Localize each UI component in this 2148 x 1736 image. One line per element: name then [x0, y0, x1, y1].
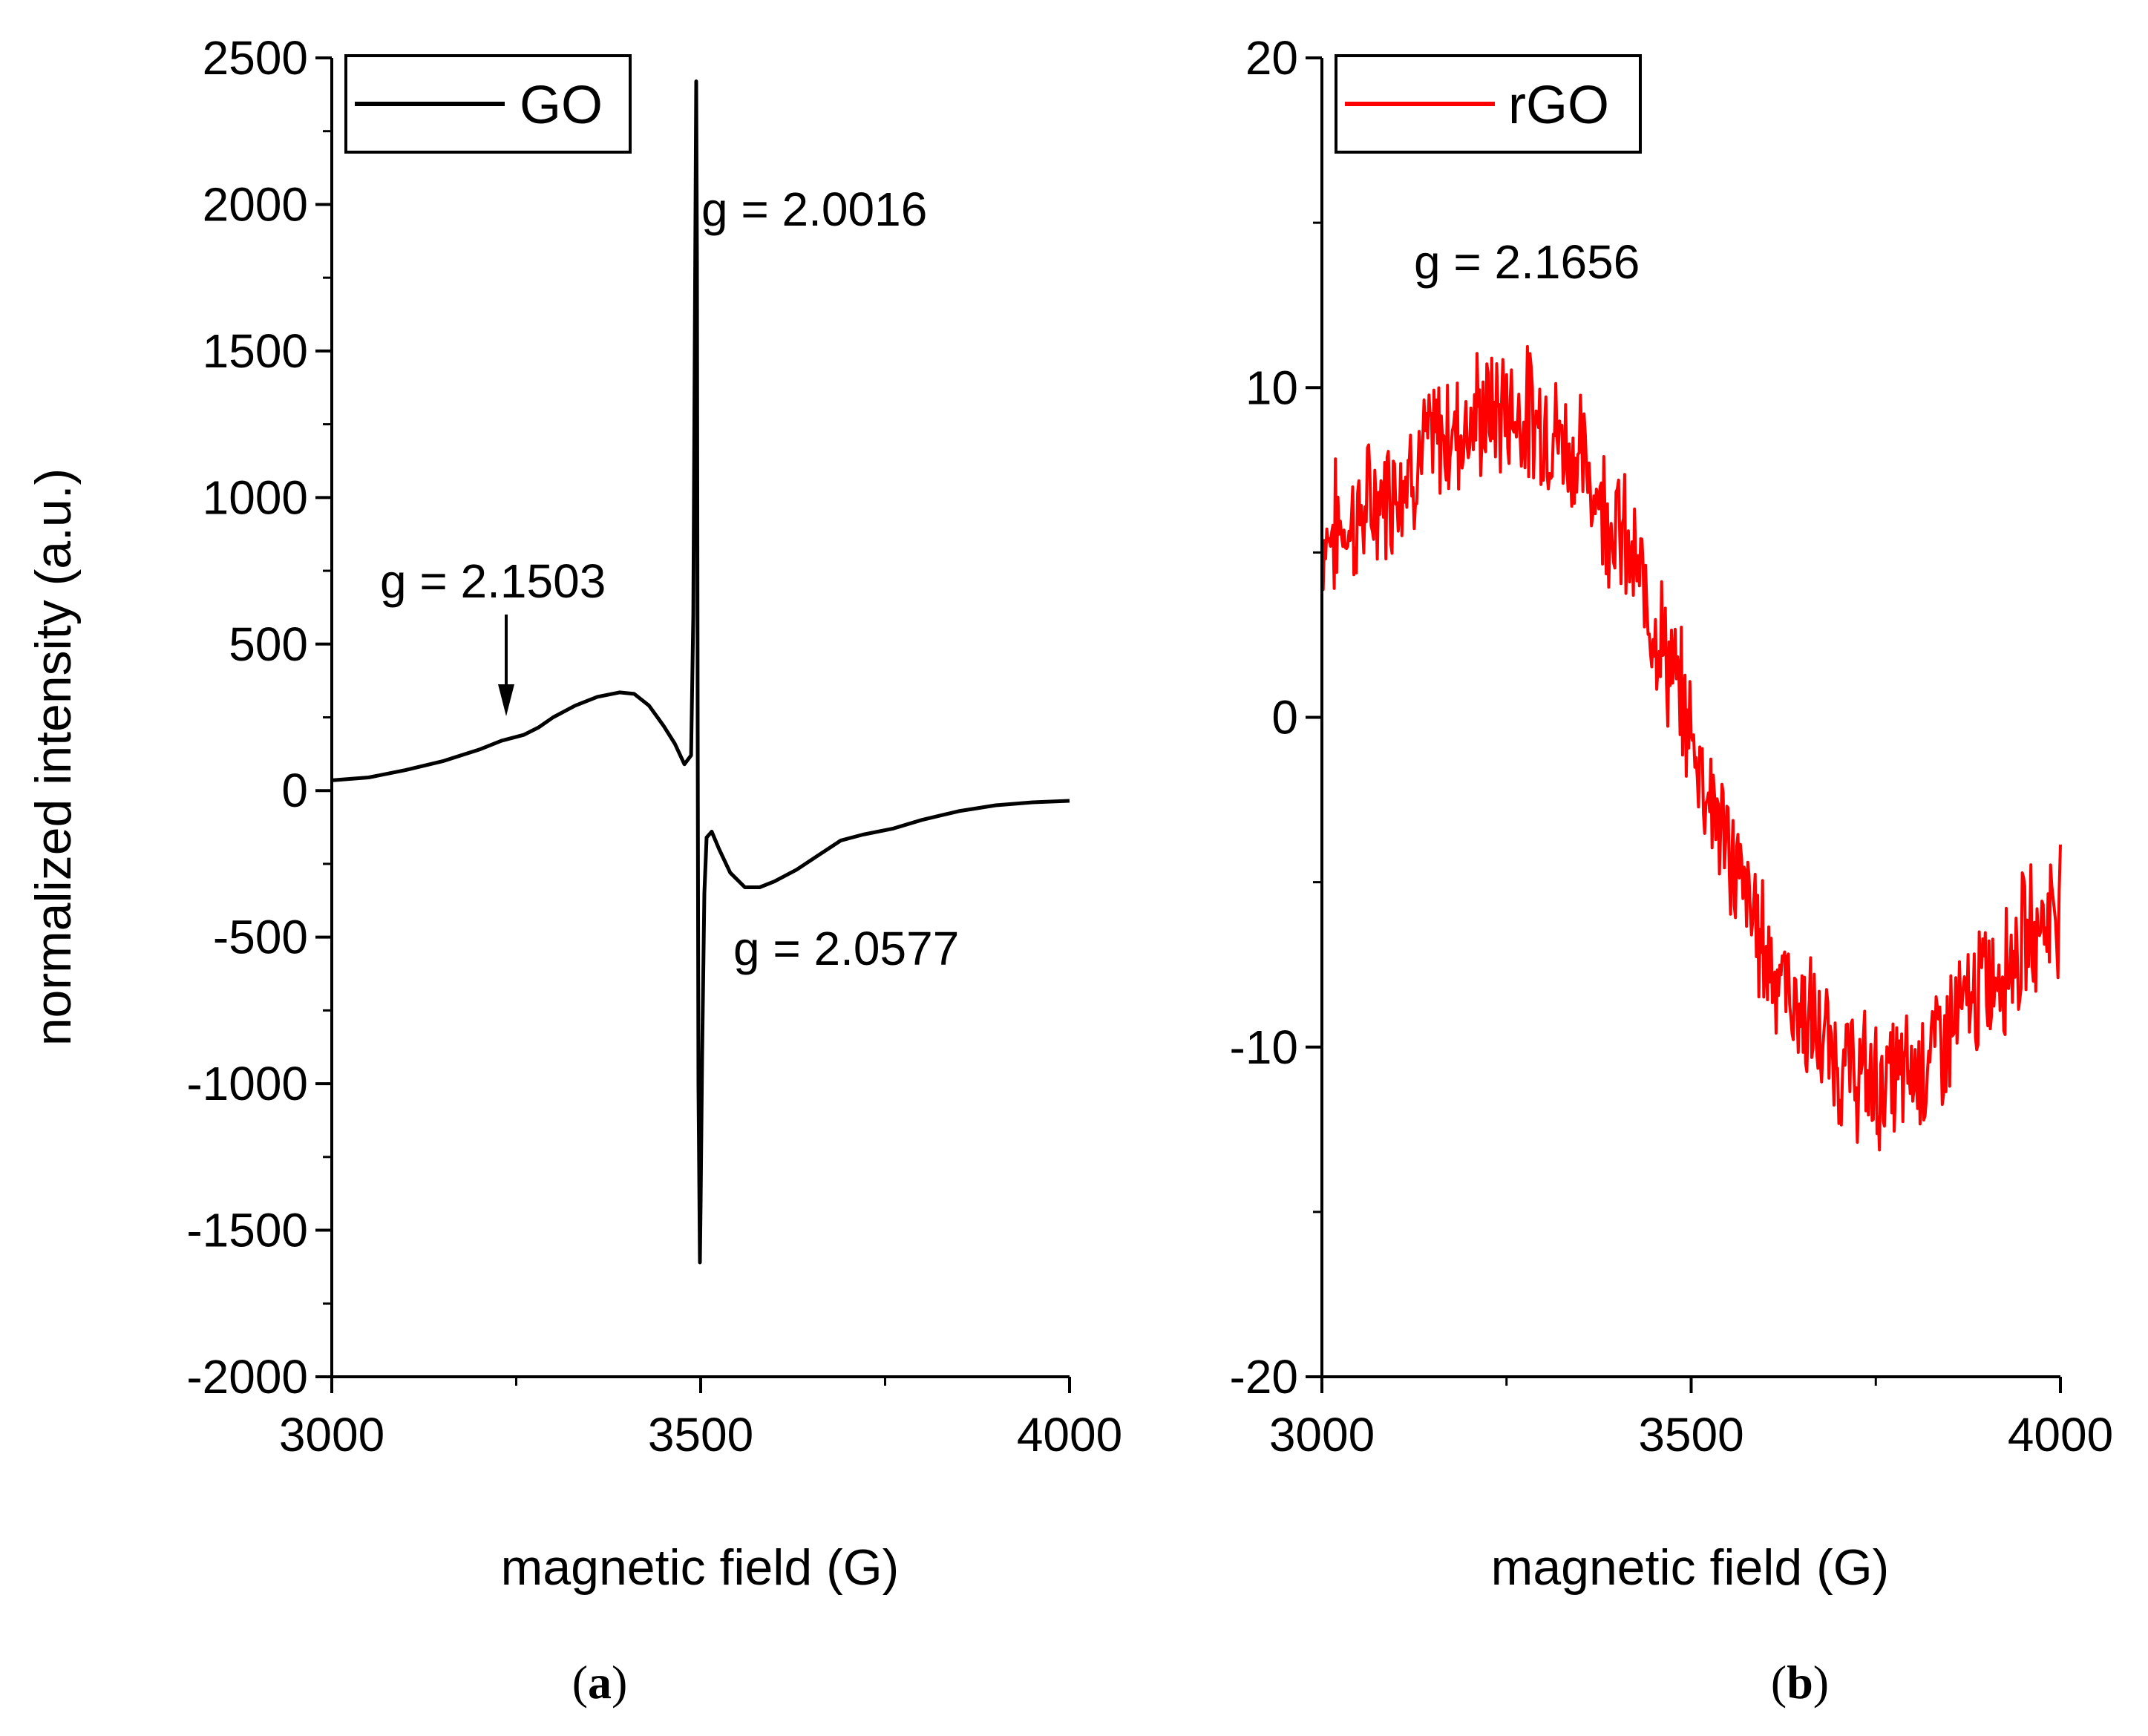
- y-tick-label: -1500: [186, 1204, 308, 1257]
- y-tick-label: -500: [213, 911, 308, 964]
- panel-b-y-ticks: -20 -10 0 10 20: [1230, 31, 1322, 1403]
- y-tick-label: -1000: [186, 1057, 308, 1110]
- panel-a-x-ticks: 3000 3500 4000: [279, 1377, 1122, 1461]
- panel-b-x-ticks: 3000 3500 4000: [1269, 1377, 2113, 1461]
- x-tick-label: 3500: [648, 1408, 753, 1461]
- y-tick-label: 500: [229, 618, 308, 671]
- annotation-g-2-0577: g = 2.0577: [733, 922, 959, 975]
- panel-b-x-axis-title: magnetic field (G): [1491, 1539, 1890, 1596]
- x-tick-label: 4000: [2008, 1408, 2113, 1461]
- go-legend-label: GO: [520, 76, 603, 135]
- panel-a-y-ticks: -2000 -1500 -1000 -500 0 500 1000 1500 2000 2500: [186, 31, 332, 1403]
- y-tick-label: 0: [281, 764, 308, 817]
- annotation-arrow-head: [498, 684, 514, 716]
- panel-a-label: (a): [572, 1656, 628, 1709]
- x-tick-label: 3500: [1638, 1408, 1743, 1461]
- y-tick-label: -2000: [186, 1350, 308, 1403]
- y-tick-label: 10: [1245, 361, 1298, 414]
- annotation-g-2-1503: g = 2.1503: [380, 554, 606, 608]
- y-tick-label: 1000: [203, 471, 308, 524]
- y-tick-label: -20: [1230, 1350, 1299, 1403]
- panel-a-y-axis-title: normalized intensity (a.u.): [25, 468, 82, 1046]
- panel-a: -2000-1500-1000-50005001000150020002500 …: [25, 31, 1122, 1709]
- go-plot-area: [331, 79, 1070, 1265]
- x-tick-label: 3000: [1269, 1408, 1375, 1461]
- y-tick-label: 20: [1245, 31, 1298, 85]
- rgo-plot-area: [1320, 344, 2062, 1152]
- x-tick-label: 3000: [279, 1408, 384, 1461]
- annotation-g-2-0016: g = 2.0016: [701, 183, 927, 236]
- rgo-series-line: [1320, 344, 2062, 1152]
- panel-a-x-axis-title: magnetic field (G): [501, 1539, 900, 1596]
- y-tick-label: 0: [1271, 691, 1298, 744]
- annotation-g-2-1656: g = 2.1656: [1414, 235, 1640, 289]
- panel-b-label: (b): [1771, 1656, 1829, 1709]
- y-tick-label: 2500: [203, 31, 308, 85]
- x-tick-label: 4000: [1017, 1408, 1122, 1461]
- y-tick-label: -10: [1230, 1021, 1299, 1074]
- rgo-legend-label: rGO: [1508, 76, 1609, 135]
- y-tick-label: 1500: [203, 324, 308, 378]
- go-series-line: [331, 79, 1070, 1265]
- y-tick-label: 2000: [203, 177, 308, 231]
